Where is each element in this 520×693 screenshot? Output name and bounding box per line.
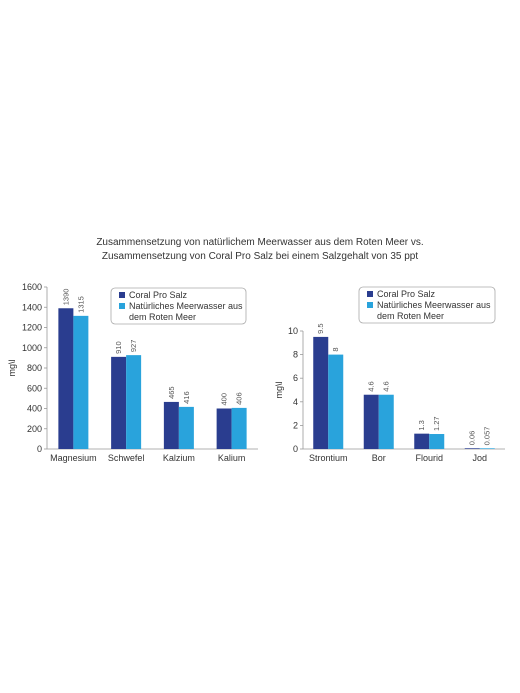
data-label: 1.3 [417, 420, 426, 430]
y-axis-label: mg\l [7, 359, 17, 376]
bar-kalium-series-1 [216, 408, 232, 449]
bar-schwefel-series-1 [111, 356, 127, 449]
y-tick-label: 4 [293, 397, 298, 407]
category-label: Strontium [309, 453, 348, 463]
data-label: 465 [167, 386, 176, 399]
bar-bor-series-2 [378, 394, 394, 449]
chart-2: 0 2 4 6 8 10 mg\l 9.5 8 Strontium 4.6 4.6 Bor 1.3 1.27… [274, 286, 505, 463]
y-tick-label: 800 [27, 363, 42, 373]
y-tick-label: 1600 [22, 282, 42, 292]
data-label: 4.6 [382, 381, 391, 391]
data-label: 0.057 [483, 427, 492, 446]
y-tick-label: 2 [293, 420, 298, 430]
data-label: 910 [114, 341, 123, 354]
y-tick-label: 8 [293, 350, 298, 360]
bar-strontium-series-1 [313, 336, 329, 449]
data-label: 8 [331, 347, 340, 351]
bar-schwefel-series-2 [126, 355, 142, 449]
bar-jod-series-2 [479, 448, 495, 449]
legend-swatch-coral-pro [119, 292, 125, 298]
data-label: 406 [235, 392, 244, 405]
legend-swatch-natural [119, 303, 125, 309]
chart-title: Zusammensetzung von natürlichem Meerwass… [0, 236, 520, 264]
chart-1: 0 200 400 600 800 1000 1200 1400 1600 mg\l 1390 131… [7, 282, 258, 463]
bar-jod-series-1 [464, 448, 480, 449]
category-label: Bor [372, 453, 386, 463]
category-label: Jod [472, 453, 487, 463]
bar-strontium-series-2 [328, 354, 344, 449]
bar-magnesium-series-2 [73, 315, 89, 449]
legend-label-natural-1: Natürliches Meerwasser aus [129, 301, 243, 311]
legend-label-natural-1: Natürliches Meerwasser aus [377, 300, 491, 310]
bar-bor-series-1 [363, 394, 379, 449]
bar-magnesium-series-1 [58, 308, 74, 449]
bar-kalzium-series-1 [163, 401, 179, 449]
legend-box [358, 286, 496, 324]
data-label: 400 [220, 393, 229, 406]
y-tick-label: 1200 [22, 323, 42, 333]
y-tick-label: 400 [27, 404, 42, 414]
y-tick-label: 600 [27, 383, 42, 393]
title-line-1: Zusammensetzung von natürlichem Meerwass… [96, 237, 424, 248]
data-label: 927 [129, 340, 138, 353]
bar-kalium-series-2 [231, 407, 247, 449]
y-tick-label: 0 [37, 444, 42, 454]
data-label: 4.6 [367, 381, 376, 391]
bar-flourid-series-1 [414, 433, 430, 449]
legend-swatch-coral-pro [367, 291, 373, 297]
y-tick-label: 6 [293, 373, 298, 383]
y-axis-label: mg\l [274, 381, 284, 398]
legend-swatch-natural [367, 302, 373, 308]
title-line-2: Zusammensetzung von Coral Pro Salz bei e… [101, 251, 419, 262]
data-label: 1.27 [432, 416, 441, 431]
category-label: Kalzium [163, 453, 195, 463]
y-tick-label: 10 [288, 326, 298, 336]
y-tick-label: 1000 [22, 343, 42, 353]
bar-kalzium-series-2 [178, 406, 194, 449]
category-label: Schwefel [108, 453, 145, 463]
data-label: 416 [182, 391, 191, 404]
legend-label-natural-2: dem Roten Meer [377, 311, 444, 321]
legend-label-natural-2: dem Roten Meer [129, 312, 196, 322]
data-label: 1315 [76, 296, 85, 313]
y-tick-label: 200 [27, 424, 42, 434]
data-label: 1390 [61, 289, 70, 306]
legend-label-coral-pro: Coral Pro Salz [129, 290, 188, 300]
y-tick-label: 1400 [22, 302, 42, 312]
category-label: Flourid [415, 453, 443, 463]
y-tick-label: 0 [293, 444, 298, 454]
bar-flourid-series-2 [429, 434, 445, 449]
category-label: Kalium [218, 453, 246, 463]
data-label: 0.06 [468, 431, 477, 446]
data-label: 9.5 [316, 323, 325, 333]
legend-box [110, 287, 247, 325]
legend-label-coral-pro: Coral Pro Salz [377, 289, 436, 299]
category-label: Magnesium [50, 453, 97, 463]
